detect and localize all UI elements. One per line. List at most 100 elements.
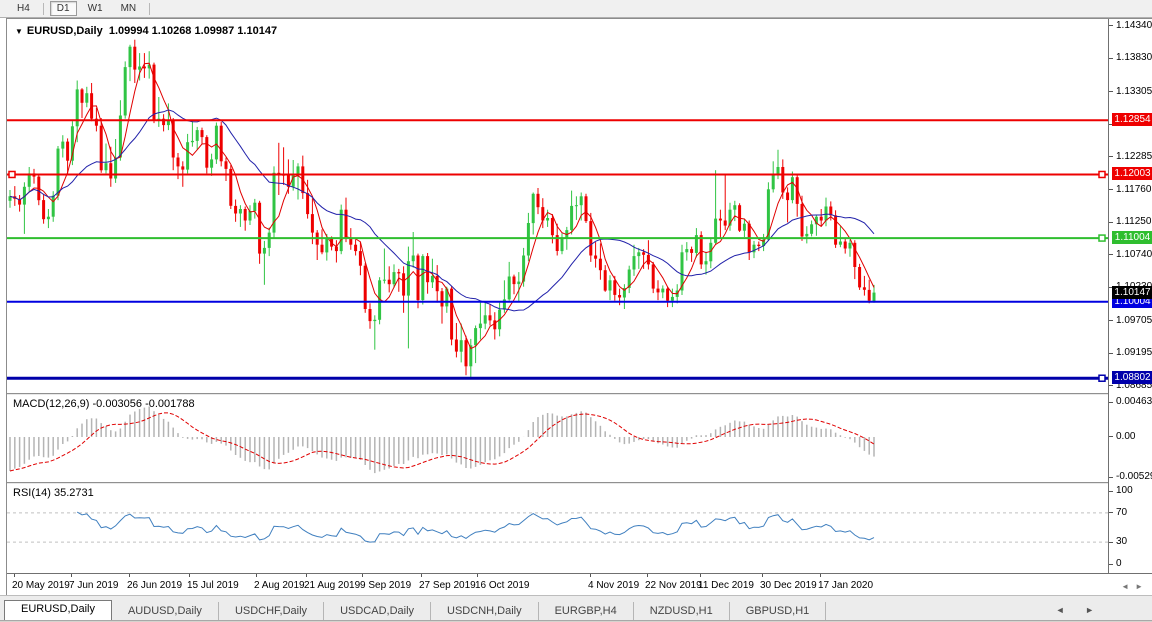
- date-tick-label: 9 Sep 2019: [360, 580, 412, 591]
- chart-scroll-arrows[interactable]: ◄►: [1121, 582, 1149, 591]
- price-tick-mark: [1109, 254, 1113, 255]
- date-tick-mark: [362, 574, 363, 577]
- panel-separator[interactable]: [7, 482, 1152, 485]
- timeframe-button-w1[interactable]: W1: [87, 3, 103, 14]
- price-tick-label: 1.10740: [1116, 249, 1152, 260]
- price-tick-label: 1.13830: [1116, 52, 1152, 63]
- rsi-label: RSI(14) 35.2731: [13, 487, 94, 499]
- price-tick-mark: [1109, 25, 1113, 26]
- toolbar-separator: [149, 2, 151, 15]
- price-level-badge: 1.11004: [1112, 231, 1152, 244]
- date-tick-label: 30 Dec 2019: [760, 580, 817, 591]
- timeframe-button-d1[interactable]: D1: [49, 1, 77, 16]
- tab-scroll-right-icon[interactable]: ►: [1085, 605, 1094, 615]
- rsi-canvas[interactable]: [7, 484, 1108, 573]
- tab-audusd[interactable]: AUDUSD,Daily: [112, 602, 219, 620]
- rsi-value: 35.2731: [53, 487, 94, 499]
- tab-eurgbp[interactable]: EURGBP,H4: [539, 602, 634, 620]
- rsi-tick-mark: [1109, 542, 1113, 543]
- date-tick-mark: [189, 574, 190, 577]
- price-tick-mark: [1109, 91, 1113, 92]
- price-tick-mark: [1109, 287, 1113, 288]
- date-tick-label: 4 Nov 2019: [588, 580, 640, 591]
- timeframe-toolbar: H4 D1 W1 MN: [0, 0, 1152, 18]
- current-price-badge: 1.10147: [1112, 286, 1152, 299]
- date-tick-label: 20 May 2019: [12, 580, 70, 591]
- price-tick-mark: [1109, 58, 1113, 59]
- rsi-tick-label: 100: [1116, 485, 1133, 496]
- chart-title: ▼ EURUSD,Daily 1.09994 1.10268 1.09987 1.…: [15, 25, 277, 37]
- toolbar-separator: [42, 2, 44, 15]
- price-panel: [7, 20, 1108, 393]
- date-tick-mark: [306, 574, 307, 577]
- price-tick-label: 1.08685: [1116, 380, 1152, 391]
- date-tick-mark: [590, 574, 591, 577]
- chart-scroll-left-icon[interactable]: ◄: [1121, 582, 1136, 591]
- rsi-tick-mark: [1109, 512, 1113, 513]
- rsi-tick-label: 0: [1116, 558, 1122, 569]
- price-tick-label: 1.14340: [1116, 20, 1152, 31]
- date-tick-mark: [256, 574, 257, 577]
- axis-divider: [1108, 19, 1109, 574]
- price-tick-mark: [1109, 189, 1113, 190]
- tab-scroll-arrows[interactable]: ◄ ►: [1038, 605, 1094, 615]
- tab-nzdusd[interactable]: NZDUSD,H1: [634, 602, 730, 620]
- rsi-tick-mark: [1109, 491, 1113, 492]
- symbol-dropdown-icon[interactable]: ▼: [15, 27, 23, 36]
- price-chart-canvas[interactable]: [7, 20, 1108, 393]
- panel-separator[interactable]: [7, 393, 1152, 396]
- tab-scroll-left-icon[interactable]: ◄: [1055, 605, 1065, 615]
- chart-window: ▼ EURUSD,Daily 1.09994 1.10268 1.09987 1.…: [6, 18, 1152, 597]
- price-axis: 1.143401.138301.133051.127951.122851.117…: [1109, 19, 1152, 575]
- rsi-tick-label: 70: [1116, 507, 1128, 518]
- price-tick-mark: [1109, 124, 1113, 125]
- macd-tick-label: -0.005299: [1116, 471, 1152, 482]
- price-tick-mark: [1109, 320, 1113, 321]
- date-tick-mark: [762, 574, 763, 577]
- chart-scroll-right-icon[interactable]: ►: [1135, 582, 1149, 591]
- price-tick-mark: [1109, 353, 1113, 354]
- tab-usdcad[interactable]: USDCAD,Daily: [324, 602, 432, 620]
- window-bottom-edge: [0, 620, 1152, 622]
- tab-gbpusd[interactable]: GBPUSD,H1: [730, 602, 827, 620]
- tab-usdchf[interactable]: USDCHF,Daily: [219, 602, 325, 620]
- date-tick-label: 26 Jun 2019: [127, 580, 183, 591]
- chart-tabs: EURUSD,Daily AUDUSD,Daily USDCHF,Daily USDC…: [4, 600, 827, 620]
- price-tick-label: 1.12285: [1116, 151, 1152, 162]
- macd-tick-label: 0.00463: [1116, 396, 1152, 407]
- tab-eurusd[interactable]: EURUSD,Daily: [4, 600, 112, 620]
- date-tick-label: 27 Sep 2019: [419, 580, 476, 591]
- price-level-badge: 1.08802: [1112, 371, 1152, 384]
- date-tick-mark: [647, 574, 648, 577]
- macd-tick-label: 0.00: [1116, 431, 1136, 442]
- price-tick-mark: [1109, 222, 1113, 223]
- date-tick-mark: [820, 574, 821, 577]
- macd-tick-mark: [1109, 477, 1113, 478]
- date-tick-mark: [477, 574, 478, 577]
- tab-usdcnh[interactable]: USDCNH,Daily: [431, 602, 539, 620]
- date-tick-mark: [421, 574, 422, 577]
- date-tick-mark: [71, 574, 72, 577]
- price-level-badge: 1.12003: [1112, 167, 1152, 180]
- price-tick-label: 1.11250: [1116, 216, 1152, 227]
- price-tick-label: 1.09705: [1116, 315, 1152, 326]
- rsi-panel: [7, 484, 1108, 573]
- price-tick-label: 1.11760: [1116, 184, 1152, 195]
- price-tick-mark: [1109, 385, 1113, 386]
- date-axis[interactable]: ◄► 20 May 2019 7 Jun 2019 26 Jun 2019 15 Ju…: [7, 573, 1152, 597]
- price-tick-label: 1.09195: [1116, 347, 1152, 358]
- timeframe-button-h4[interactable]: H4: [17, 3, 30, 14]
- macd-canvas[interactable]: [7, 395, 1108, 482]
- chart-symbol-label: EURUSD,Daily: [26, 25, 103, 37]
- price-tick-label: 1.13305: [1116, 86, 1152, 97]
- macd-panel: [7, 395, 1108, 482]
- timeframe-button-mn[interactable]: MN: [120, 3, 137, 14]
- chart-tabs-bar: EURUSD,Daily AUDUSD,Daily USDCHF,Daily USDC…: [0, 595, 1152, 622]
- price-level-badge: 1.12854: [1112, 113, 1152, 126]
- date-tick-mark: [700, 574, 701, 577]
- date-tick-label: 11 Dec 2019: [698, 580, 754, 591]
- date-tick-label: 16 Oct 2019: [475, 580, 530, 591]
- date-tick-label: 7 Jun 2019: [69, 580, 119, 591]
- date-tick-label: 15 Jul 2019: [187, 580, 239, 591]
